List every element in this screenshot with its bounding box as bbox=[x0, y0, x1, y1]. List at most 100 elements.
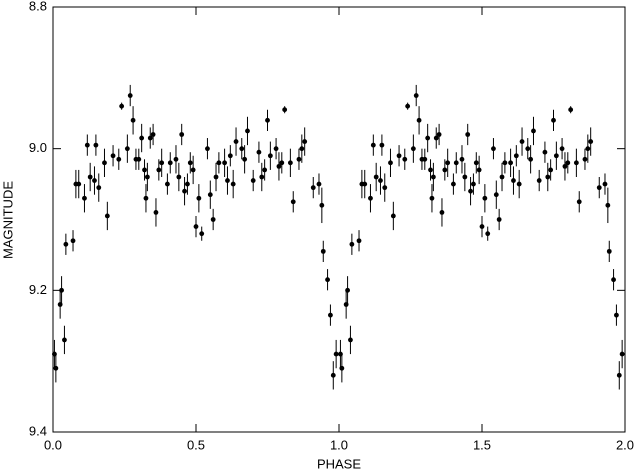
data-point bbox=[516, 181, 522, 187]
data-point bbox=[606, 248, 612, 254]
data-point bbox=[227, 153, 233, 159]
data-point bbox=[362, 181, 368, 187]
data-point bbox=[193, 224, 199, 229]
data-point bbox=[144, 174, 150, 180]
data-point bbox=[127, 93, 133, 98]
data-point bbox=[179, 132, 185, 137]
data-point bbox=[485, 231, 491, 237]
y-tick-label: 8.8 bbox=[29, 0, 47, 13]
data-point bbox=[207, 192, 213, 198]
data-point bbox=[413, 93, 419, 98]
data-point bbox=[70, 238, 76, 244]
data-point bbox=[76, 181, 82, 187]
data-point bbox=[614, 312, 619, 318]
data-point bbox=[496, 217, 502, 222]
data-point bbox=[62, 337, 67, 343]
data-point bbox=[559, 146, 565, 152]
data-point bbox=[605, 202, 611, 208]
data-point bbox=[416, 117, 422, 123]
data-point bbox=[199, 231, 205, 237]
data-point bbox=[499, 174, 505, 180]
data-point bbox=[205, 146, 210, 152]
data-point bbox=[396, 153, 402, 159]
data-point bbox=[565, 160, 571, 166]
data-point bbox=[273, 146, 279, 152]
data-point bbox=[616, 372, 622, 378]
data-point bbox=[245, 128, 250, 134]
data-point bbox=[405, 103, 411, 109]
data-point bbox=[542, 149, 548, 155]
data-point bbox=[585, 146, 591, 152]
data-point bbox=[302, 139, 308, 144]
data-point bbox=[619, 351, 625, 357]
data-point bbox=[356, 238, 362, 244]
data-point bbox=[116, 156, 122, 162]
data-point bbox=[453, 160, 459, 166]
data-point bbox=[130, 117, 136, 123]
data-point bbox=[299, 146, 305, 152]
data-point bbox=[63, 241, 69, 247]
data-point bbox=[153, 210, 159, 215]
y-tick-label: 9.0 bbox=[29, 140, 47, 155]
data-point bbox=[442, 167, 448, 173]
data-point bbox=[482, 195, 488, 201]
data-point bbox=[276, 163, 282, 169]
data-point bbox=[82, 195, 87, 201]
data-point bbox=[287, 160, 293, 166]
data-point bbox=[602, 181, 608, 187]
data-point bbox=[445, 160, 451, 166]
data-point bbox=[233, 139, 239, 144]
x-axis-label: PHASE bbox=[317, 456, 361, 471]
data-point bbox=[310, 185, 316, 191]
data-point bbox=[553, 153, 559, 159]
data-point bbox=[159, 160, 165, 166]
data-point bbox=[279, 160, 285, 166]
data-point bbox=[187, 160, 193, 166]
data-point bbox=[267, 153, 273, 159]
data-point bbox=[508, 160, 513, 166]
data-point bbox=[378, 178, 383, 183]
data-point bbox=[190, 167, 196, 173]
data-point bbox=[596, 185, 602, 191]
data-point bbox=[528, 156, 534, 162]
data-point bbox=[370, 142, 376, 148]
data-point bbox=[576, 199, 582, 205]
data-point bbox=[136, 156, 142, 162]
data-point bbox=[320, 248, 326, 254]
data-point bbox=[316, 181, 322, 187]
data-point bbox=[459, 156, 465, 162]
data-point bbox=[290, 199, 296, 205]
data-point bbox=[210, 217, 216, 222]
data-point bbox=[104, 213, 110, 219]
data-point bbox=[429, 195, 435, 201]
data-point bbox=[502, 160, 508, 166]
data-point bbox=[87, 174, 93, 180]
data-point bbox=[573, 160, 579, 166]
data-point bbox=[242, 156, 248, 162]
data-point bbox=[325, 277, 330, 283]
data-point bbox=[156, 167, 162, 173]
data-point bbox=[53, 365, 59, 371]
data-point bbox=[150, 132, 156, 137]
data-point bbox=[390, 213, 396, 219]
data-point bbox=[425, 135, 431, 141]
y-tick-label: 9.2 bbox=[29, 282, 47, 297]
data-point bbox=[256, 149, 262, 155]
data-point bbox=[433, 135, 439, 141]
data-point bbox=[410, 146, 416, 152]
data-point bbox=[519, 139, 525, 144]
data-point bbox=[176, 174, 182, 180]
data-point bbox=[143, 195, 149, 201]
data-point bbox=[551, 117, 556, 123]
data-point bbox=[388, 160, 393, 166]
data-point bbox=[119, 103, 125, 109]
data-point bbox=[562, 163, 568, 169]
data-point bbox=[611, 277, 616, 283]
data-point bbox=[167, 160, 173, 166]
data-point bbox=[582, 156, 588, 162]
data-point bbox=[491, 146, 496, 152]
data-point bbox=[348, 337, 353, 343]
data-point bbox=[139, 135, 145, 141]
